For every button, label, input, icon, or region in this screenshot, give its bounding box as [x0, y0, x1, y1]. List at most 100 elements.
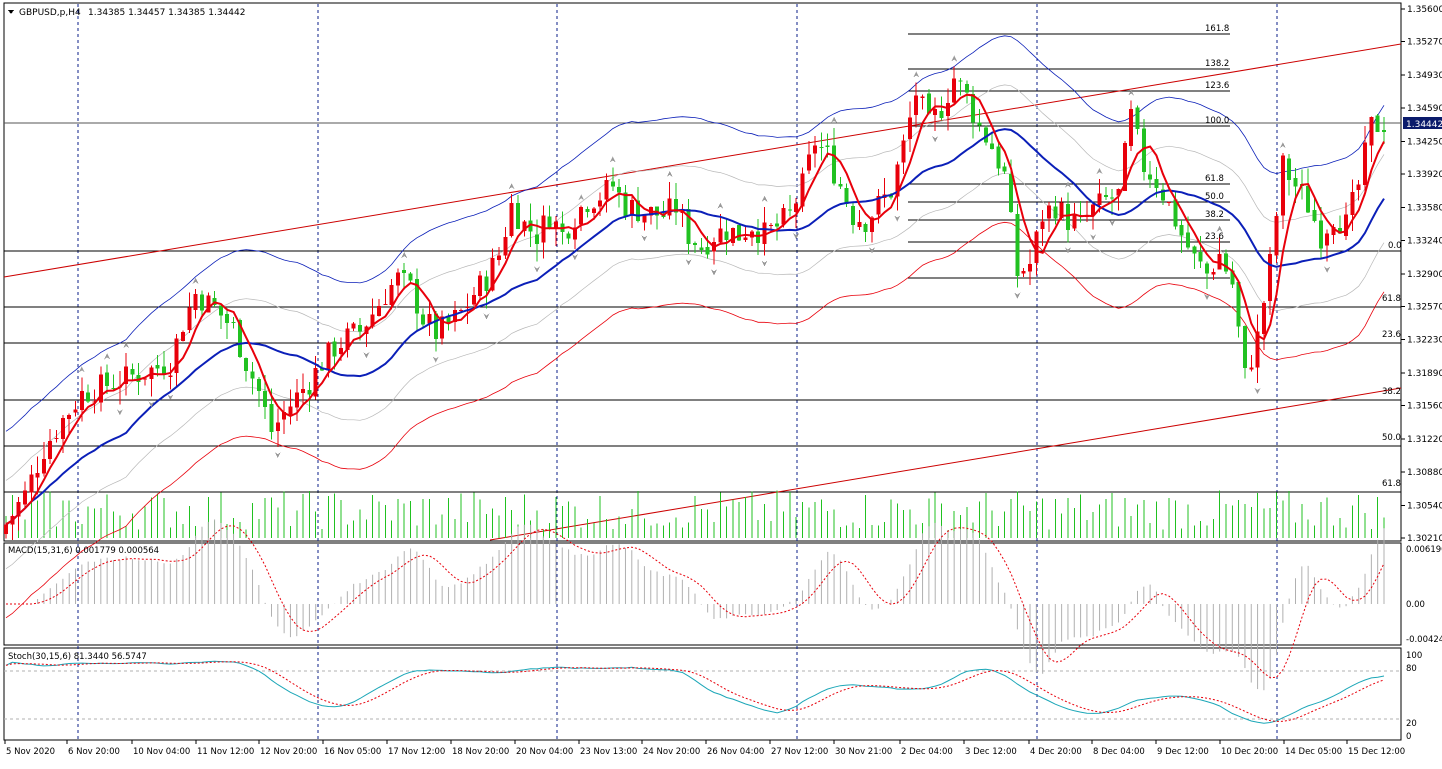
candle-body[interactable]: [1103, 195, 1108, 198]
candle-body[interactable]: [1230, 270, 1235, 285]
candle-body[interactable]: [610, 181, 615, 187]
candle-body[interactable]: [971, 93, 976, 123]
candle-body[interactable]: [256, 379, 261, 391]
candle-body[interactable]: [1046, 205, 1051, 219]
candle-body[interactable]: [756, 231, 761, 243]
candle-body[interactable]: [787, 209, 792, 211]
candle-body[interactable]: [79, 390, 84, 410]
candle-body[interactable]: [604, 179, 609, 200]
candle-body[interactable]: [813, 145, 818, 154]
candle-body[interactable]: [718, 228, 723, 243]
candle-body[interactable]: [459, 310, 464, 312]
candle-body[interactable]: [617, 187, 622, 193]
candle-body[interactable]: [503, 236, 508, 256]
candle-body[interactable]: [1009, 173, 1014, 212]
channel-lower-line[interactable]: [489, 387, 1402, 541]
candle-body[interactable]: [111, 387, 116, 389]
candle-body[interactable]: [1097, 193, 1102, 206]
candle-body[interactable]: [206, 295, 211, 313]
candle-body[interactable]: [288, 406, 293, 415]
candle-body[interactable]: [383, 303, 388, 305]
candle-body[interactable]: [977, 122, 982, 126]
candle-body[interactable]: [1167, 202, 1172, 204]
candle-body[interactable]: [162, 366, 167, 376]
candle-body[interactable]: [857, 221, 862, 228]
candle-body[interactable]: [124, 366, 129, 385]
candle-body[interactable]: [130, 369, 135, 375]
candle-body[interactable]: [143, 378, 148, 380]
candle-body[interactable]: [244, 357, 249, 371]
candle-body[interactable]: [572, 227, 577, 240]
candle-body[interactable]: [844, 187, 849, 205]
candle-body[interactable]: [1028, 263, 1033, 272]
candle-body[interactable]: [427, 313, 432, 324]
candle-body[interactable]: [926, 93, 931, 114]
candle-body[interactable]: [174, 338, 179, 374]
candle-body[interactable]: [534, 234, 539, 244]
candle-body[interactable]: [553, 221, 558, 230]
candle-body[interactable]: [269, 404, 274, 433]
candle-body[interactable]: [768, 225, 773, 227]
candle-body[interactable]: [1293, 178, 1298, 187]
candle-body[interactable]: [958, 80, 963, 82]
candle-body[interactable]: [193, 293, 198, 310]
candle-body[interactable]: [1356, 184, 1361, 191]
candle-body[interactable]: [307, 390, 312, 395]
candle-body[interactable]: [730, 228, 735, 243]
candle-body[interactable]: [54, 438, 59, 440]
candle-body[interactable]: [294, 392, 299, 408]
candle-body[interactable]: [1236, 281, 1241, 327]
candle-body[interactable]: [301, 389, 306, 393]
candle-body[interactable]: [1135, 107, 1140, 130]
candle-body[interactable]: [1369, 117, 1374, 146]
candle-body[interactable]: [686, 209, 691, 244]
candle-body[interactable]: [623, 192, 628, 217]
candle-body[interactable]: [964, 84, 969, 93]
candle-body[interactable]: [1382, 130, 1386, 132]
candle-body[interactable]: [781, 208, 786, 225]
candle-body[interactable]: [389, 285, 394, 306]
candle-body[interactable]: [357, 324, 362, 332]
candle-body[interactable]: [105, 372, 110, 387]
candle-body[interactable]: [585, 209, 590, 212]
candle-body[interactable]: [1344, 214, 1349, 237]
candle-body[interactable]: [1021, 271, 1026, 274]
candle-body[interactable]: [598, 200, 603, 207]
candle-body[interactable]: [484, 276, 489, 292]
candle-body[interactable]: [983, 127, 988, 143]
candle-body[interactable]: [465, 306, 470, 308]
candle-body[interactable]: [876, 195, 881, 215]
candle-body[interactable]: [440, 316, 445, 339]
candle-body[interactable]: [1148, 174, 1153, 180]
candle-body[interactable]: [522, 221, 527, 232]
candle-body[interactable]: [800, 173, 805, 207]
candle-body[interactable]: [1249, 367, 1254, 370]
candle-body[interactable]: [1072, 214, 1077, 229]
candle-body[interactable]: [1179, 224, 1184, 236]
candle-body[interactable]: [952, 78, 957, 103]
candle-body[interactable]: [516, 202, 521, 229]
candle-body[interactable]: [1192, 246, 1197, 254]
candle-body[interactable]: [1110, 197, 1115, 199]
candle-body[interactable]: [693, 243, 697, 245]
candle-body[interactable]: [370, 314, 375, 327]
candle-body[interactable]: [86, 392, 91, 402]
candle-body[interactable]: [408, 273, 413, 281]
candle-body[interactable]: [421, 314, 426, 325]
candle-body[interactable]: [67, 414, 72, 419]
candle-body[interactable]: [566, 233, 571, 239]
candle-body[interactable]: [16, 502, 21, 517]
candle-body[interactable]: [705, 246, 710, 255]
candle-body[interactable]: [199, 294, 204, 311]
candle-body[interactable]: [1205, 263, 1210, 274]
candle-body[interactable]: [1154, 179, 1159, 188]
candle-body[interactable]: [168, 375, 173, 378]
candle-body[interactable]: [699, 247, 704, 250]
candle-body[interactable]: [1002, 166, 1007, 172]
candle-body[interactable]: [41, 459, 46, 474]
candle-body[interactable]: [1015, 214, 1020, 277]
candle-body[interactable]: [313, 367, 318, 397]
candle-body[interactable]: [819, 146, 824, 148]
candle-body[interactable]: [1141, 128, 1146, 172]
candle-body[interactable]: [1186, 232, 1191, 248]
